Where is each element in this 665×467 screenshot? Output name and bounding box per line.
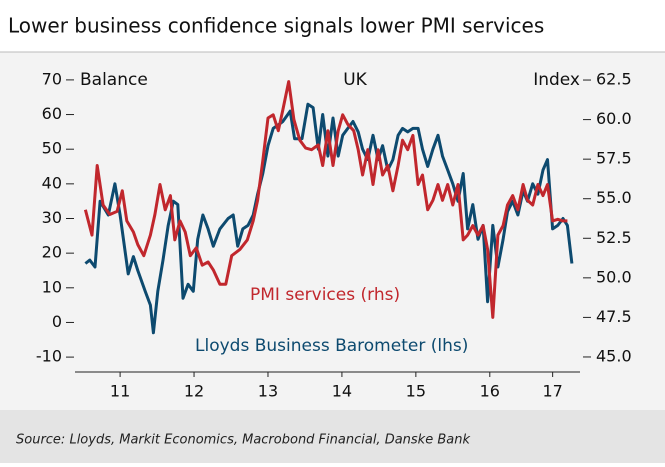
y-tick-label: 20	[42, 243, 62, 262]
source: Source: Lloyds, Markit Economics, Macrob…	[16, 433, 470, 448]
y2-tick-label: 55.0	[596, 188, 632, 207]
source-band	[0, 410, 665, 463]
y2-tick-label: 62.5	[596, 70, 632, 89]
y2-tick-label: 57.5	[596, 149, 632, 168]
x-tick-label: 16	[480, 382, 500, 401]
chart-title: Lower business confidence signals lower …	[8, 14, 544, 38]
y-tick-label: 40	[42, 173, 62, 192]
y2-tick-label: 50.0	[596, 267, 632, 286]
x-tick-label: 13	[258, 382, 278, 401]
y-axis-label: Balance	[80, 70, 148, 90]
y-tick-label: 0	[52, 312, 62, 331]
y-tick-label: -10	[36, 347, 62, 366]
y-tick-label: 60	[42, 104, 62, 123]
series-label: PMI services (rhs)	[250, 285, 400, 305]
y2-tick-label: 45.0	[596, 346, 632, 365]
x-tick-label: 11	[110, 382, 130, 401]
y-tick-label: 30	[42, 208, 62, 227]
series-label: Lloyds Business Barometer (lhs)	[195, 336, 468, 356]
y-tick-label: 70	[42, 69, 62, 88]
y2-tick-label: 60.0	[596, 109, 632, 128]
x-tick-label: 12	[184, 382, 204, 401]
y2-tick-label: 47.5	[596, 307, 632, 326]
series-line	[83, 80, 568, 319]
x-tick-label: 17	[542, 382, 562, 401]
x-tick-label: 15	[406, 382, 426, 401]
y-tick-label: 10	[42, 277, 62, 296]
y2-axis-label: Index	[533, 70, 580, 90]
plot-background	[0, 52, 665, 463]
y2-tick-label: 52.5	[596, 228, 632, 247]
subtitle: UK	[343, 70, 367, 90]
y-tick-label: 50	[42, 139, 62, 158]
x-tick-label: 14	[332, 382, 352, 401]
